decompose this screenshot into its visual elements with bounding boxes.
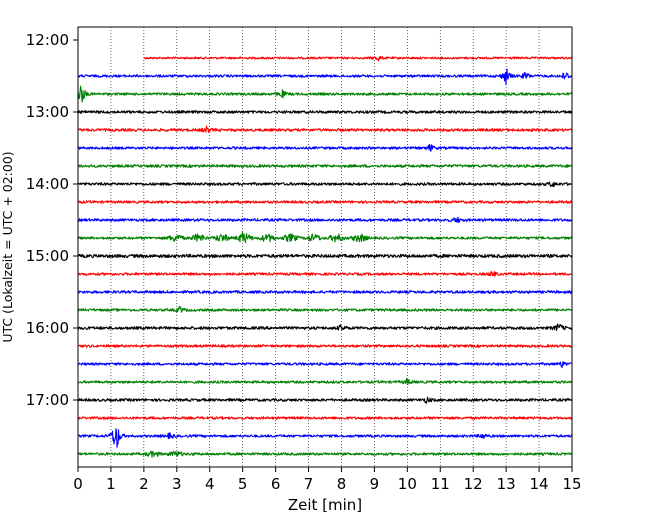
x-tick-label: 6 (271, 475, 281, 493)
x-tick-label: 9 (370, 475, 380, 493)
x-tick-label: 1 (106, 475, 116, 493)
x-tick-label: 5 (238, 475, 248, 493)
x-tick-label: 13 (497, 475, 516, 493)
x-tick-label: 0 (73, 475, 83, 493)
y-tick-label: 16:00 (26, 319, 69, 337)
trace-1500 (78, 253, 572, 259)
y-tick-label: 15:00 (26, 247, 69, 265)
traces (78, 55, 572, 458)
x-axis-label: Zeit [min] (288, 496, 362, 514)
trace-1645 (78, 378, 572, 385)
y-axis-ticks: 12:00 13:00 14:00 15:00 16:00 17:00 (26, 31, 78, 409)
trace-1400 (78, 181, 572, 188)
x-tick-label: 14 (530, 475, 549, 493)
trace-1245 (78, 85, 572, 103)
trace-1345 (78, 164, 572, 168)
trace-1730 (78, 428, 572, 448)
trace-1700 (78, 396, 572, 404)
trace-1215 (143, 55, 572, 62)
trace-1600 (78, 323, 572, 331)
gridlines (110, 27, 540, 467)
trace-1330 (78, 143, 572, 152)
trace-1515 (78, 271, 572, 277)
x-tick-label: 12 (464, 475, 483, 493)
y-tick-label: 17:00 (26, 391, 69, 409)
x-tick-label: 4 (205, 475, 215, 493)
trace-1415 (78, 200, 572, 204)
x-tick-label: 8 (337, 475, 347, 493)
trace-1530 (78, 290, 572, 294)
trace-1300 (78, 110, 572, 114)
trace-1315 (78, 125, 572, 133)
trace-1715 (78, 416, 572, 420)
y-tick-label: 13:00 (26, 103, 69, 121)
x-tick-label: 7 (304, 475, 314, 493)
trace-1445 (78, 231, 572, 244)
x-tick-label: 2 (139, 475, 149, 493)
trace-1230 (78, 68, 572, 86)
y-tick-label: 14:00 (26, 175, 69, 193)
trace-1630 (78, 361, 572, 369)
x-axis-ticks: 0 1 2 3 4 5 6 7 8 9 10 11 12 13 14 15 (73, 467, 582, 493)
y-tick-label: 12:00 (26, 31, 69, 49)
y-axis-label: UTC (Lokalzeit = UTC + 02:00) (0, 151, 15, 342)
trace-1545 (78, 306, 572, 313)
x-tick-label: 3 (172, 475, 182, 493)
trace-1615 (78, 344, 572, 348)
trace-1745 (78, 450, 572, 458)
x-tick-label: 10 (398, 475, 417, 493)
trace-1430 (78, 216, 572, 223)
x-tick-label: 11 (431, 475, 450, 493)
plot-frame (77, 26, 573, 468)
x-tick-label: 15 (562, 475, 581, 493)
